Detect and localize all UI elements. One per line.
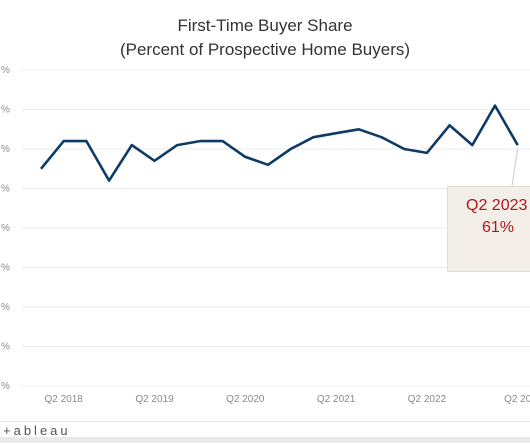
footer-toolbar-strip (0, 437, 530, 443)
y-tick-label: % (1, 342, 10, 353)
y-tick-label: % (1, 263, 10, 274)
callout-leader-line (511, 147, 519, 187)
x-tick-label: Q2 2021 (317, 394, 356, 405)
x-tick-label: Q2 2018 (45, 394, 84, 405)
y-tick-label: % (1, 184, 10, 195)
callout-box: Q2 2023 61% (447, 186, 530, 272)
x-tick-label: Q2 20 (504, 394, 530, 405)
chart-title-line1: First-Time Buyer Share (177, 16, 353, 35)
y-tick-label: % (1, 381, 10, 392)
y-tick-label: % (1, 144, 10, 155)
tableau-logo[interactable]: +ableau (3, 423, 71, 438)
callout-value: 61% (482, 219, 515, 236)
y-tick-label: % (1, 223, 10, 234)
line-chart: %%%%%%%%% Q2 2018 Q2 2019 Q2 2020 Q2 2021 Q2… (1, 65, 530, 405)
y-tick-label: % (1, 65, 10, 76)
gridlines (22, 69, 530, 387)
y-tick-label: % (1, 105, 10, 116)
x-tick-label: Q2 2019 (135, 394, 174, 405)
chart-title: First-Time Buyer Share (Percent of Prosp… (0, 14, 530, 62)
chart-title-line2: (Percent of Prospective Home Buyers) (119, 40, 411, 59)
y-axis-ticks: %%%%%%%%% (1, 65, 10, 392)
series-line (39, 104, 519, 182)
y-tick-label: % (1, 302, 10, 313)
x-axis-ticks: Q2 2018 Q2 2019 Q2 2020 Q2 2021 Q2 2022 Q2 20 (45, 394, 530, 405)
x-tick-label: Q2 2020 (226, 394, 265, 405)
x-tick-label: Q2 2022 (408, 394, 447, 405)
callout-period: Q2 2023 (466, 197, 528, 214)
